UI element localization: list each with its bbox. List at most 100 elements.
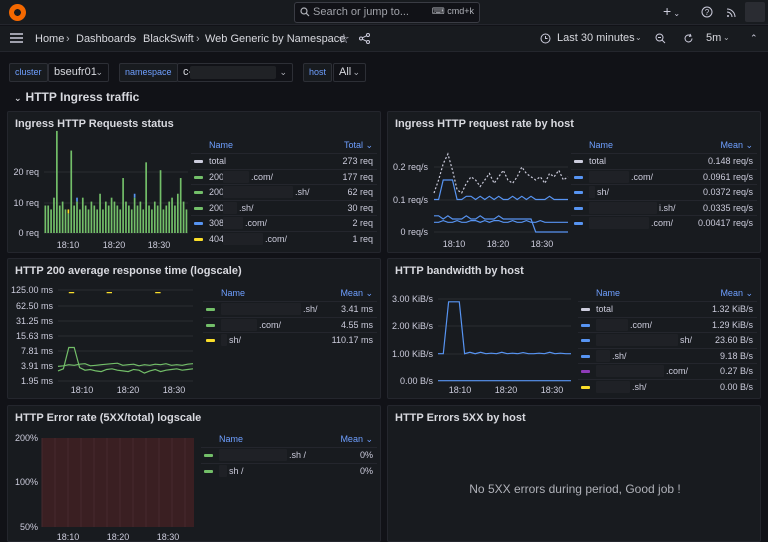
bar (102, 209, 104, 233)
legend-row[interactable]: total 0.148 req/s (571, 153, 757, 168)
avatar[interactable] (745, 2, 765, 22)
panel-errors-5xx[interactable]: HTTP Errors 5XX by host No 5XX errors du… (387, 405, 761, 542)
panel-request-rate[interactable]: Ingress HTTP request rate by host 0 req/… (387, 111, 761, 253)
grafana-logo-icon[interactable] (9, 4, 26, 21)
breadcrumb-home[interactable]: Home (35, 33, 65, 45)
series-color-swatch (194, 237, 203, 241)
breadcrumb-separator: › (133, 33, 137, 45)
series-line (433, 152, 569, 194)
time-range-picker[interactable]: Last 30 minutes (557, 32, 635, 44)
y-tick-label: 0.00 B/s (400, 376, 434, 386)
legend-col-name[interactable]: Name (209, 140, 234, 150)
series-line (438, 301, 571, 355)
bar (107, 205, 110, 233)
legend-row[interactable]: total 273 req (191, 153, 377, 168)
legend-row[interactable]: sh/23.60 B/s (578, 332, 757, 347)
series-color-swatch (574, 160, 583, 163)
bar (179, 178, 182, 233)
legend-row[interactable]: .sh/3.41 ms (203, 301, 377, 316)
bar (136, 205, 139, 233)
legend-col-value[interactable]: Total ⌄ (343, 140, 373, 150)
share-icon[interactable] (359, 33, 370, 44)
redacted-host (223, 170, 249, 183)
svg-text:?: ? (705, 8, 710, 17)
legend-row[interactable]: .sh / 0% (201, 447, 377, 462)
refresh-icon[interactable] (683, 33, 694, 44)
legend-col-value[interactable]: Mean ⌄ (720, 140, 753, 150)
breadcrumb-folder[interactable]: BlackSwift (143, 33, 194, 45)
panel-requests-status[interactable]: Ingress HTTP Requests status 0 req 10 req… (7, 111, 381, 253)
legend-col-name[interactable]: Name (589, 140, 614, 150)
bar (116, 205, 119, 233)
chevron-down-icon[interactable]: ⌄ (635, 33, 642, 42)
star-icon[interactable]: ☆ (338, 31, 350, 46)
panel-title: HTTP Error rate (5XX/total) logscale (15, 412, 202, 424)
legend-row[interactable]: i.sh/0.0335 req/s (571, 199, 757, 215)
legend-row[interactable]: .com/1.29 KiB/s (578, 316, 757, 332)
news-icon[interactable] (726, 6, 738, 18)
y-tick-label: 1.95 ms (21, 376, 54, 386)
panel-bandwidth[interactable]: HTTP bandwidth by host 0.00 B/s 1.00 KiB/… (387, 258, 761, 399)
redacted-host (589, 201, 657, 214)
bar (104, 201, 107, 233)
legend-row[interactable]: .com/0.00417 req/s (571, 215, 757, 230)
legend-row[interactable]: sh / 0% (201, 462, 377, 478)
legend-series-suffix: .com/ (259, 319, 282, 330)
legend-row[interactable]: sh/110.17 ms (203, 332, 377, 347)
chevron-down-icon[interactable]: ⌄ (723, 33, 730, 42)
legend-row[interactable]: .com/0.0961 req/s (571, 168, 757, 184)
variable-select-cluster[interactable]: bseufr01 ⌄ (48, 63, 109, 82)
refresh-interval[interactable]: 5m (706, 32, 722, 44)
panel-response-time[interactable]: HTTP 200 average response time (logscale… (7, 258, 381, 399)
collapse-icon[interactable]: ⌃ (750, 33, 758, 43)
legend-series-suffix: sh/ (597, 187, 610, 197)
redacted-host (596, 334, 678, 346)
series-color-swatch (194, 160, 203, 163)
legend-row[interactable]: .com/0.27 B/s (578, 363, 757, 378)
y-tick-label: 0 req/s (400, 227, 428, 237)
zoom-out-icon[interactable] (655, 33, 666, 44)
legend-series-name: 200 (209, 187, 225, 197)
legend-series-suffix: .sh/ (295, 187, 310, 197)
row-header[interactable]: ⌄ HTTP Ingress traffic (14, 90, 139, 104)
heatmap-area (42, 438, 194, 527)
breadcrumb-dashboards[interactable]: Dashboards (76, 33, 136, 45)
legend-row[interactable]: total 1.32 KiB/s (578, 301, 757, 316)
bar (58, 205, 61, 233)
redacted-host (589, 217, 649, 229)
legend-col-name[interactable]: Name (596, 288, 621, 298)
legend-row[interactable]: .com/4.55 ms (203, 316, 377, 332)
series-color-swatch (204, 469, 213, 473)
legend-row[interactable]: 308 .com/2 req (191, 215, 377, 230)
x-tick-label: 18:20 (103, 240, 126, 250)
legend-series-value: 30 req (347, 202, 373, 213)
legend-row[interactable]: 200 .sh/30 req (191, 199, 377, 215)
x-tick-label: 18:10 (449, 385, 472, 395)
legend-row[interactable]: .sh/9.18 B/s (578, 347, 757, 363)
panel-error-rate[interactable]: HTTP Error rate (5XX/total) logscale 50%… (7, 405, 381, 542)
legend-col-value[interactable]: Mean ⌄ (340, 434, 373, 444)
legend-row[interactable]: sh/0.0372 req/s (571, 184, 757, 199)
legend-col-name[interactable]: Name (219, 434, 244, 444)
legend-col-name[interactable]: Name (221, 288, 246, 298)
variable-select-host[interactable]: All ⌄ (333, 63, 366, 82)
legend-series-value: 23.60 B/s (714, 335, 753, 345)
add-icon[interactable]: + ⌄ (663, 3, 681, 19)
legend-series-name: 200 (209, 171, 225, 182)
redacted-host (596, 380, 630, 393)
x-tick-label: 18:20 (107, 532, 130, 542)
y-tick-label: 200% (15, 433, 38, 443)
menu-icon[interactable] (10, 33, 23, 43)
redacted-host (221, 334, 227, 346)
legend-row[interactable]: .sh/0.00 B/s (578, 378, 757, 394)
legend-col-value[interactable]: Mean ⌄ (340, 288, 373, 298)
chevron-down-icon: ⌄ (352, 67, 360, 77)
legend-row[interactable]: 200 .sh/62 req (191, 184, 377, 199)
y-tick-label: 125.00 ms (11, 285, 54, 295)
help-icon[interactable]: ? (701, 6, 713, 18)
search-box[interactable]: Search or jump to... ⌨ cmd+k (294, 2, 480, 23)
y-tick-label: 1.00 KiB/s (392, 349, 434, 359)
legend-row[interactable]: 200 .com/177 req (191, 168, 377, 184)
legend-col-value[interactable]: Mean ⌄ (720, 288, 753, 298)
legend-row[interactable]: 404 .com/1 req (191, 230, 377, 246)
